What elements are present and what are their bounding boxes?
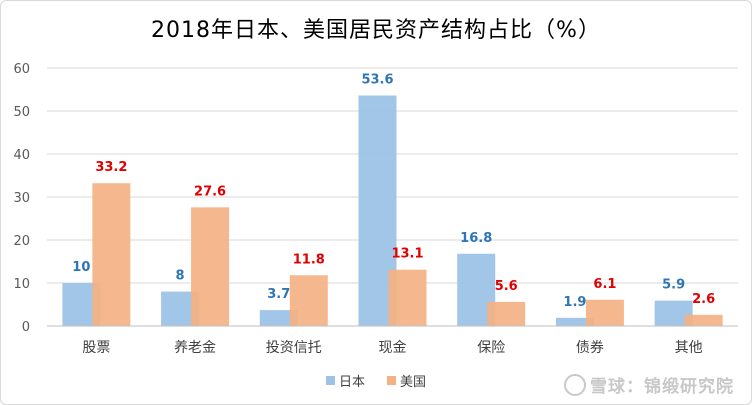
y-tick-label: 30 bbox=[13, 191, 30, 206]
legend-swatch-usa bbox=[387, 376, 396, 385]
bar bbox=[388, 269, 427, 326]
y-tick-label: 50 bbox=[13, 105, 30, 120]
bar bbox=[92, 183, 131, 326]
snowball-logo-icon bbox=[564, 374, 586, 396]
bar bbox=[555, 317, 594, 326]
data-label: 53.6 bbox=[361, 73, 393, 88]
y-tick-label: 20 bbox=[13, 234, 30, 249]
bar bbox=[585, 299, 624, 326]
legend-item-japan: 日本 bbox=[325, 371, 365, 390]
y-tick-label: 10 bbox=[13, 277, 30, 292]
x-tick-label: 现金 bbox=[379, 340, 407, 356]
data-label: 13.1 bbox=[391, 247, 423, 262]
legend-swatch-japan bbox=[325, 376, 335, 385]
data-label: 6.1 bbox=[593, 277, 616, 292]
data-label: 27.6 bbox=[194, 184, 226, 199]
bar bbox=[289, 275, 328, 326]
watermark: 雪球：锦缎研究院 bbox=[564, 372, 734, 397]
data-label: 16.8 bbox=[460, 231, 492, 246]
data-label: 11.8 bbox=[293, 252, 325, 267]
x-tick-label: 其他 bbox=[675, 340, 703, 356]
bar bbox=[191, 207, 230, 326]
legend: 日本 美国 bbox=[0, 371, 752, 390]
x-tick-label: 投资信托 bbox=[266, 340, 322, 356]
data-label: 8 bbox=[176, 269, 185, 284]
bar bbox=[684, 314, 723, 326]
data-label: 5.9 bbox=[662, 278, 685, 293]
bar bbox=[487, 301, 526, 326]
x-tick-label: 保险 bbox=[477, 340, 505, 356]
data-label: 3.7 bbox=[267, 287, 290, 302]
data-label: 2.6 bbox=[692, 292, 715, 307]
legend-label-usa: 美国 bbox=[400, 375, 427, 390]
legend-item-usa: 美国 bbox=[387, 371, 426, 390]
x-tick-label: 债券 bbox=[576, 340, 604, 356]
data-label: 5.6 bbox=[495, 279, 518, 294]
data-label: 33.2 bbox=[95, 160, 127, 175]
x-tick-label: 股票 bbox=[82, 340, 110, 356]
legend-label-japan: 日本 bbox=[338, 375, 365, 390]
chart-title: 2018年日本、美国居民资产结构占比（%） bbox=[151, 18, 601, 43]
bar bbox=[259, 310, 298, 326]
data-label: 10 bbox=[72, 260, 90, 275]
x-tick-label: 养老金 bbox=[174, 340, 216, 356]
y-tick-label: 60 bbox=[13, 62, 30, 77]
data-label: 1.9 bbox=[563, 295, 586, 310]
watermark-text: 雪球：锦缎研究院 bbox=[590, 377, 734, 397]
y-tick-label: 0 bbox=[22, 320, 30, 335]
y-tick-label: 40 bbox=[13, 148, 30, 163]
